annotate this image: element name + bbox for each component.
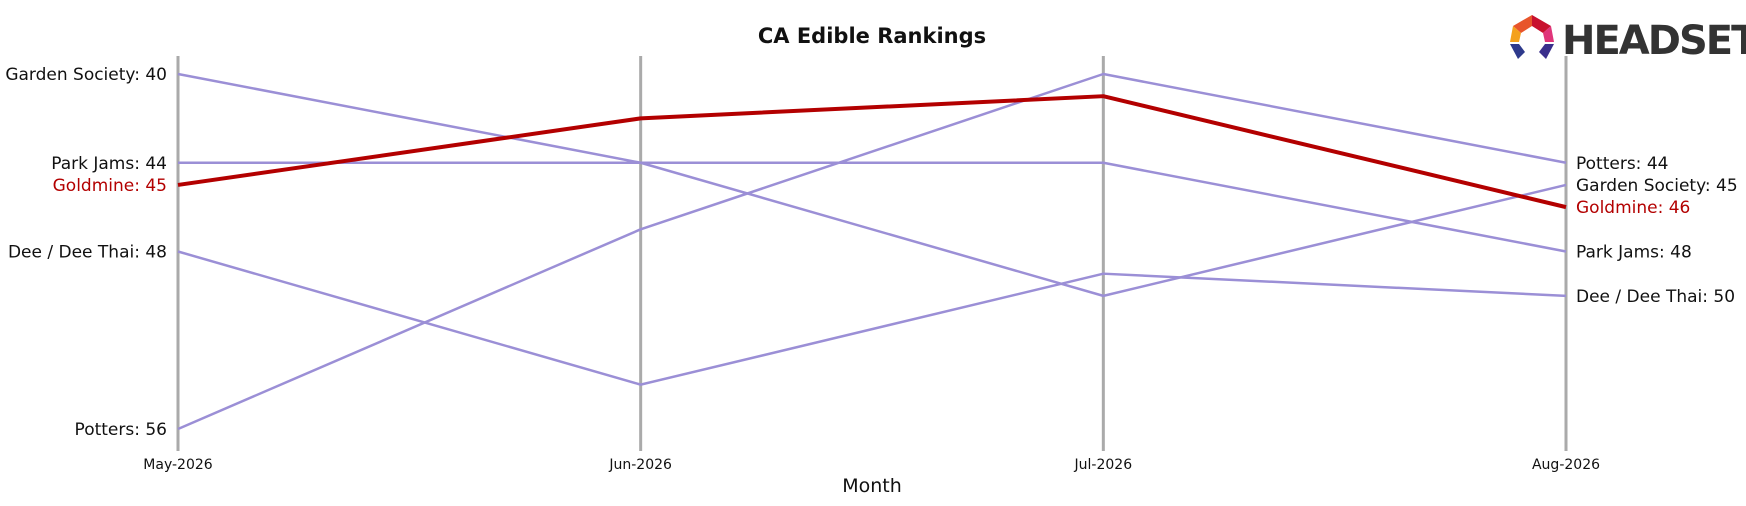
chart-title: CA Edible Rankings [758, 24, 986, 48]
end-label-park-jams: Park Jams: 48 [1576, 243, 1692, 263]
start-label-potters: Potters: 56 [75, 420, 167, 440]
series-line-garden-society [177, 72, 1567, 298]
start-label-garden-society: Garden Society: 40 [5, 65, 167, 85]
series-line-potters [177, 72, 1567, 431]
series-lines [177, 72, 1567, 431]
series-line-park-jams [178, 161, 1567, 253]
x-axis-ticks: May-2026 Jun-2026 Jul-2026 Aug-2026 [143, 457, 1600, 473]
gridlines [176, 56, 1568, 451]
x-tick-label: May-2026 [143, 457, 212, 473]
headset-logo-icon [1510, 15, 1554, 59]
x-tick-label: Aug-2026 [1532, 457, 1600, 473]
logo-wordmark: HEADSET [1562, 18, 1746, 64]
start-label-park-jams: Park Jams: 44 [51, 154, 167, 174]
series-line-goldmine [177, 94, 1567, 210]
end-label-goldmine: Goldmine: 46 [1576, 198, 1690, 218]
start-label-dee-dee-thai: Dee / Dee Thai: 48 [8, 243, 167, 263]
headset-logo: HEADSET [1510, 15, 1746, 64]
end-label-dee-dee-thai: Dee / Dee Thai: 50 [1576, 287, 1735, 307]
x-axis-label: Month [842, 475, 902, 497]
series-labels: Garden Society: 40 Garden Society: 45 Park… [5, 65, 1737, 440]
end-label-garden-society: Garden Society: 45 [1576, 176, 1738, 196]
start-label-goldmine: Goldmine: 45 [53, 176, 167, 196]
x-tick-label: Jun-2026 [608, 457, 672, 473]
x-tick-label: Jul-2026 [1074, 457, 1133, 473]
end-label-potters: Potters: 44 [1576, 154, 1668, 174]
series-line-dee-dee-thai [177, 250, 1567, 386]
